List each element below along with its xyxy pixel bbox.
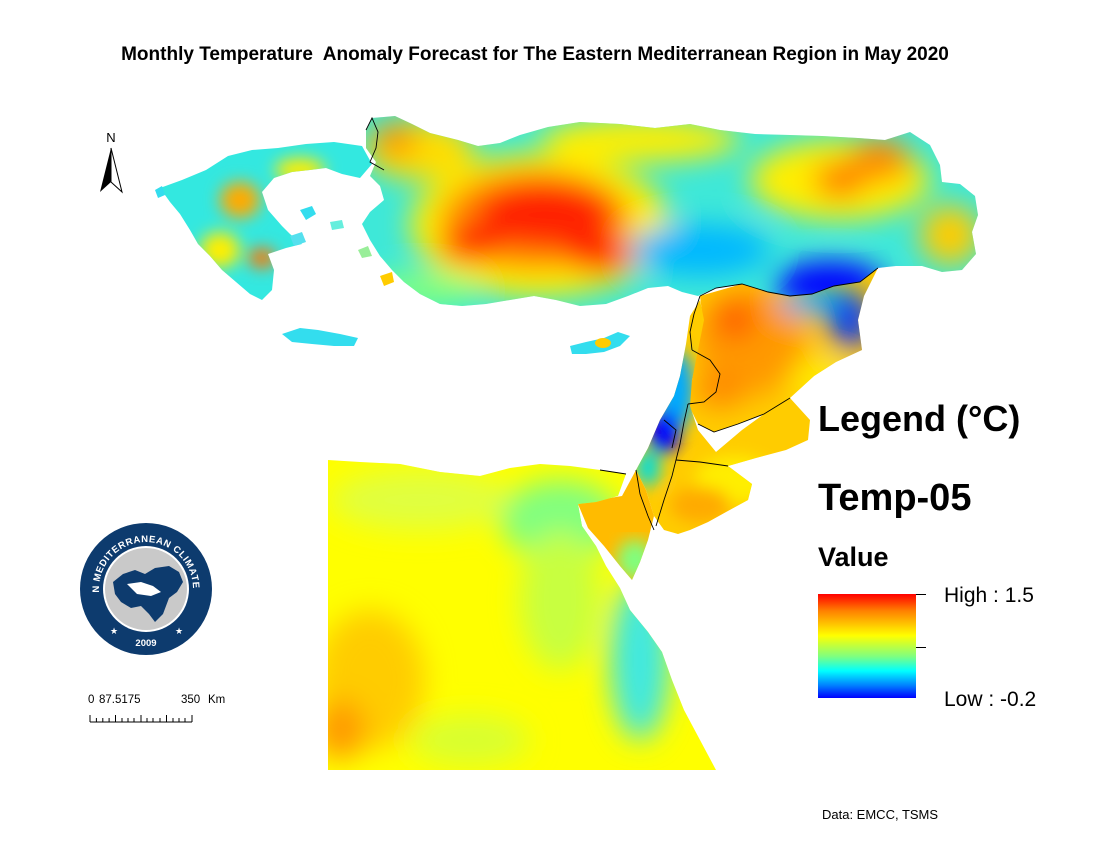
scale-tick-1: 87.5175 [99, 694, 141, 706]
north-arrow-label: N [106, 130, 116, 145]
logo-sea-shape [127, 582, 161, 596]
logo-star-left: ★ [110, 627, 118, 637]
scale-tick-0: 0 [88, 694, 95, 706]
legend-layer-name: Temp-05 [818, 477, 972, 519]
scale-unit: Km [208, 694, 226, 706]
emcc-logo: EASTERN MEDITERRANEAN CLIMATE CENTRE ★ ★… [79, 522, 212, 655]
legend-color-ramp [818, 594, 916, 698]
logo-year: 2009 [135, 638, 156, 649]
north-arrow: N [95, 130, 127, 194]
legend-title: Legend (°C) [818, 398, 1021, 439]
map-title: Monthly Temperature Anomaly Forecast for… [121, 44, 949, 65]
legend-tick-high [916, 594, 926, 595]
logo-star-right: ★ [175, 627, 183, 637]
legend-low-label: Low : -0.2 [944, 688, 1037, 711]
data-credit: Data: EMCC, TSMS [822, 807, 939, 822]
north-arrow-icon [100, 147, 123, 194]
legend-high-label: High : 1.5 [944, 584, 1034, 607]
legend-field-name: Value [818, 542, 889, 572]
scale-bar: 0 87.5175 350 Km [88, 694, 238, 734]
scale-bar-ruler [89, 715, 193, 723]
scale-tick-2: 350 [181, 694, 201, 706]
legend-tick-mid [916, 647, 926, 648]
